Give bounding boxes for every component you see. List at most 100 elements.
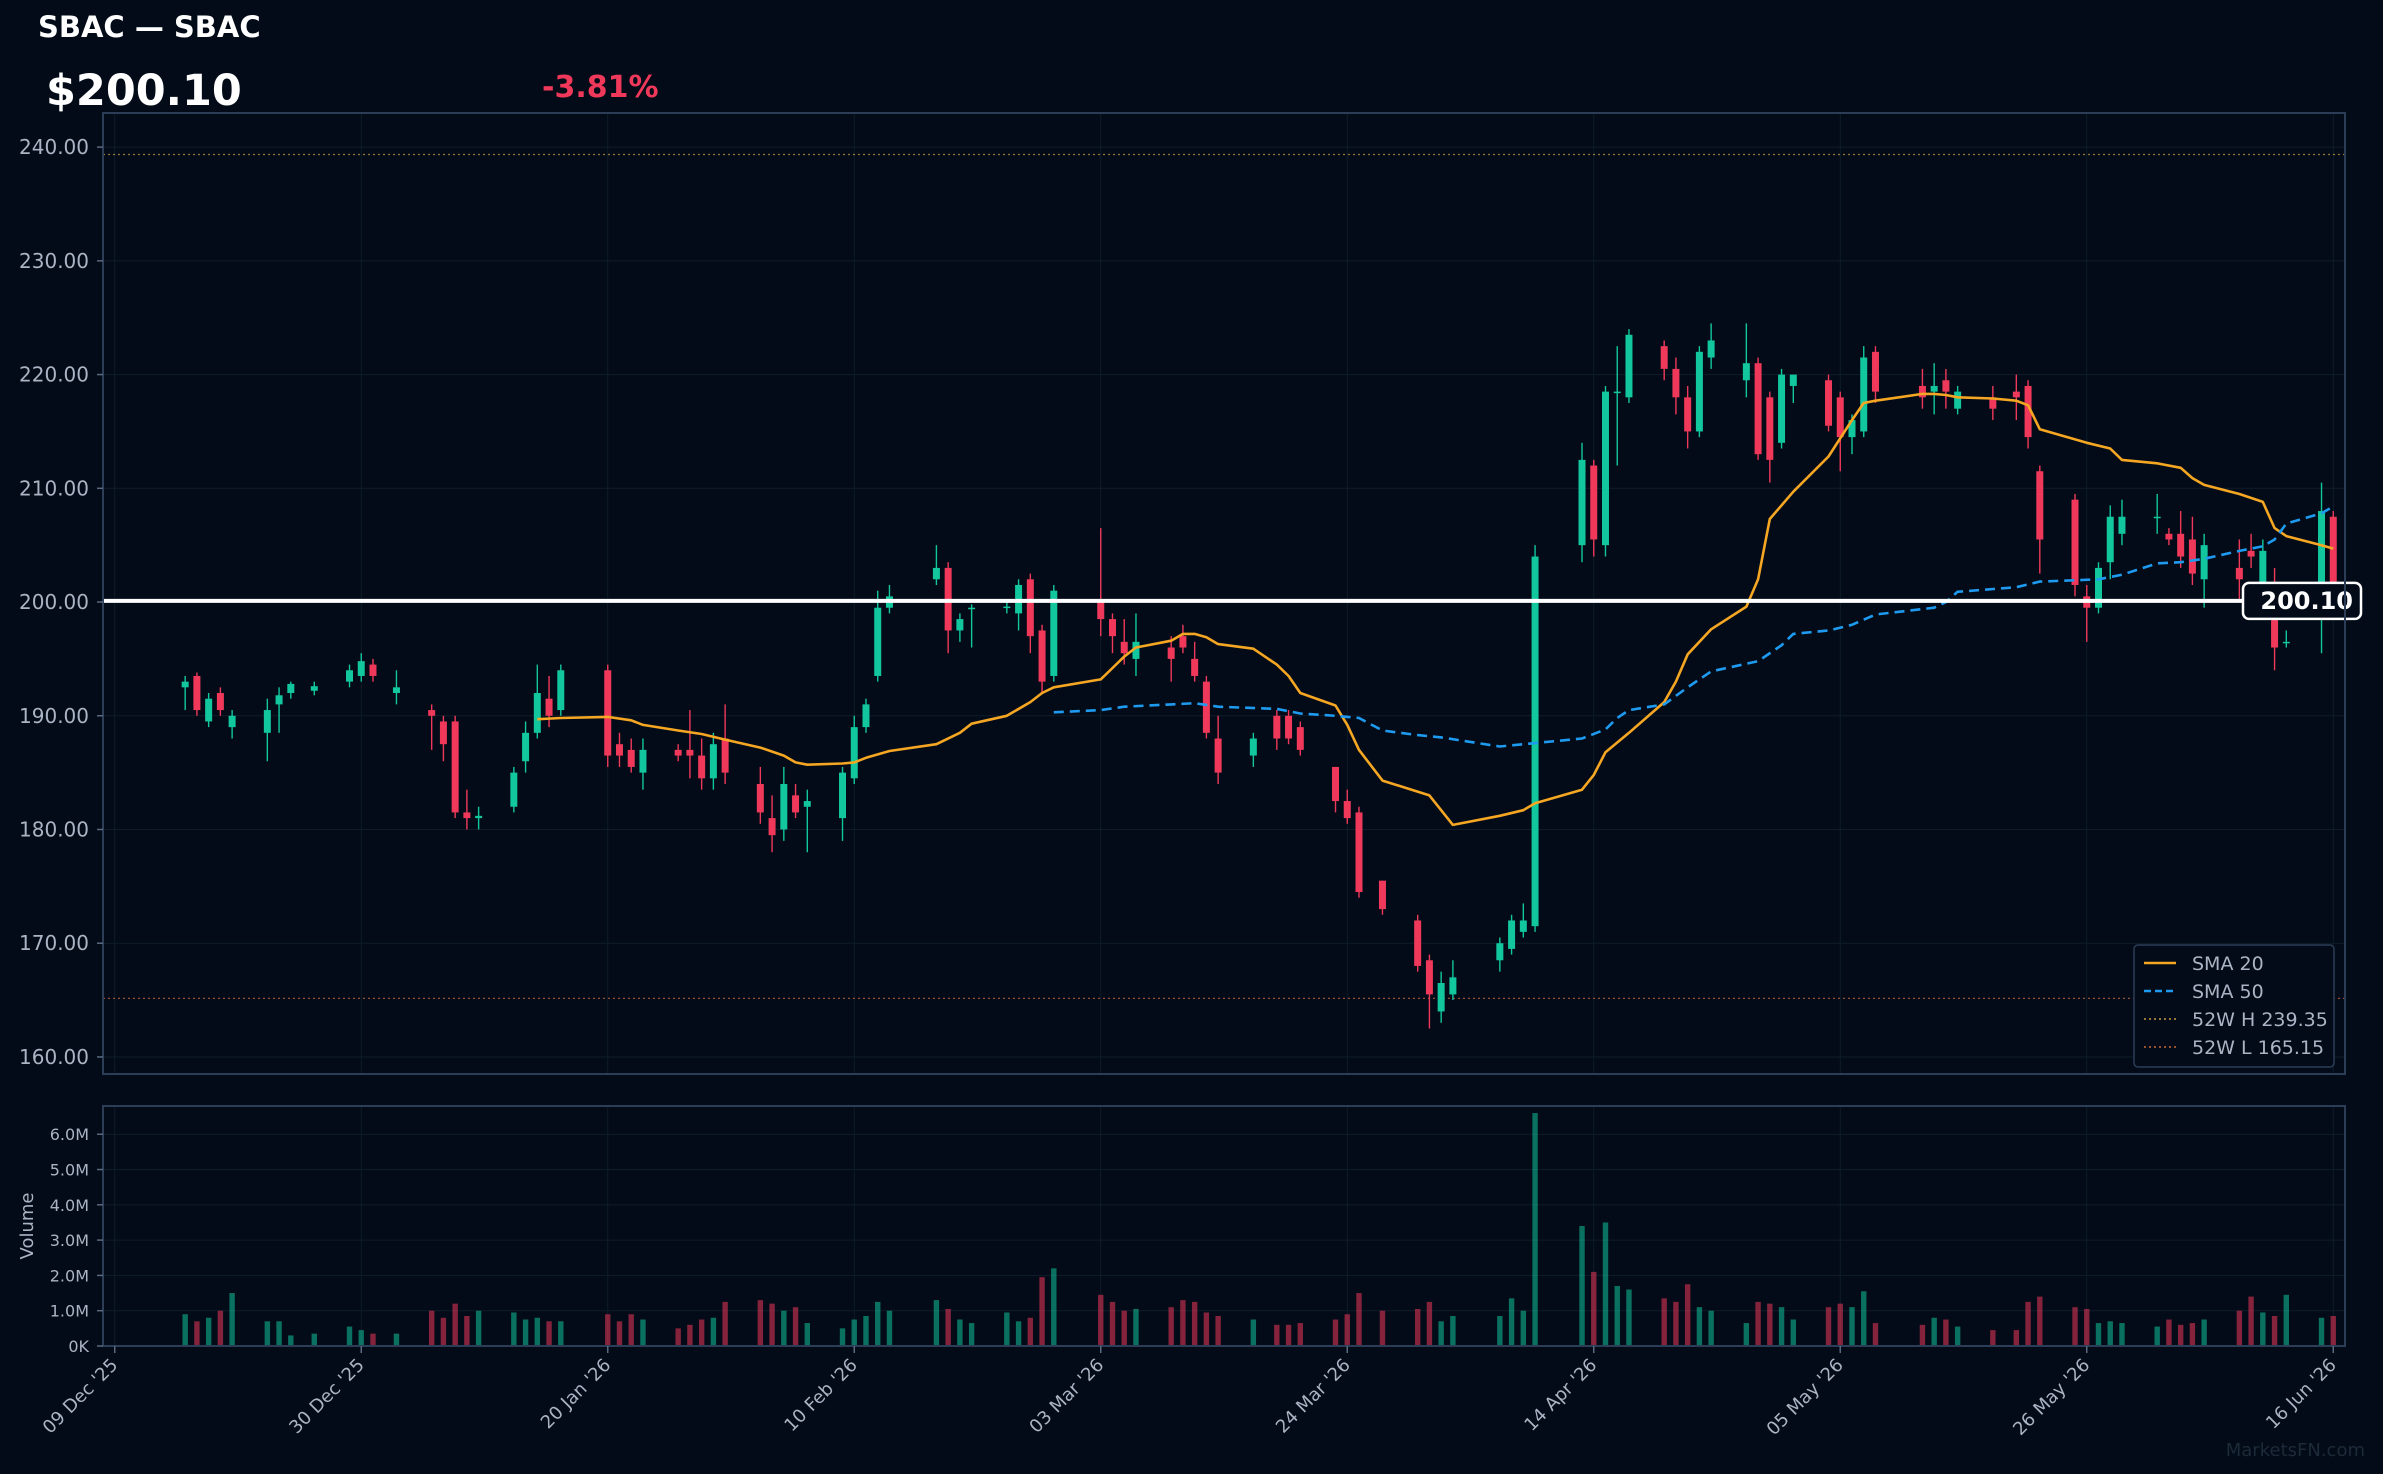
- candle-body: [1836, 397, 1844, 438]
- candle-body: [862, 704, 870, 728]
- volume-bar: [757, 1300, 764, 1346]
- last-price-tag: [2241, 581, 2363, 621]
- candle-body: [1214, 738, 1222, 773]
- chart-title: SBAC — SBAC: [38, 10, 261, 44]
- volume-bar: [1532, 1113, 1538, 1346]
- candle-body: [1038, 630, 1046, 682]
- reference-lines: [103, 153, 2345, 1000]
- volume-bar: [1579, 1226, 1585, 1346]
- volume-bar: [1180, 1300, 1186, 1346]
- volume-bar: [1591, 1271, 1597, 1346]
- candle-body: [1132, 641, 1140, 659]
- candle-body: [369, 664, 377, 676]
- price-change: -3.81%: [542, 70, 659, 105]
- candle-body: [1754, 363, 1762, 455]
- candle-body: [1613, 391, 1621, 394]
- candle-body: [756, 783, 764, 813]
- price-tick-label: 170.00: [19, 931, 89, 955]
- volume-bar: [370, 1333, 376, 1346]
- volume-bar: [863, 1316, 869, 1346]
- volume-bar: [1250, 1319, 1257, 1346]
- volume-bar: [194, 1321, 200, 1346]
- candle-body: [2247, 550, 2255, 557]
- volume-bar: [2271, 1316, 2278, 1346]
- volume-bar: [393, 1333, 400, 1346]
- candle-body: [2235, 567, 2243, 580]
- candle-body: [1378, 880, 1386, 910]
- volume-bar: [1285, 1324, 1292, 1346]
- axes: 160.00 170.00 180.00 190.00 200.00 210.00 220.…: [17, 112, 2346, 1440]
- volume-bar: [1872, 1323, 1879, 1346]
- volume-bar: [1508, 1298, 1515, 1346]
- candle-body: [1578, 459, 1586, 546]
- volume-bar: [1954, 1326, 1961, 1346]
- volume-bar: [2318, 1317, 2325, 1346]
- volume-tick-label: 1.0M: [50, 1302, 89, 1321]
- volume-panel-frame: [102, 1105, 2346, 1347]
- legend-box: [2133, 944, 2335, 1068]
- volume-bar: [1332, 1319, 1339, 1346]
- candle-body: [1343, 801, 1351, 819]
- volume-bar: [205, 1317, 212, 1346]
- volume-bar: [2236, 1310, 2243, 1346]
- candle-body: [792, 795, 800, 813]
- volume-bar: [358, 1330, 364, 1346]
- volume-bar: [1191, 1301, 1198, 1346]
- volume-tick-label: 4.0M: [50, 1196, 89, 1215]
- candle-body: [839, 772, 847, 819]
- candle-body: [686, 749, 694, 756]
- volume-bar: [1825, 1307, 1832, 1346]
- volume-bar: [605, 1314, 611, 1346]
- volume-bar: [1015, 1321, 1022, 1346]
- volume-bar: [1039, 1277, 1045, 1346]
- volume-tick-label: 0K: [68, 1337, 89, 1356]
- legend-label: 52W H 239.35: [2192, 1009, 2328, 1031]
- volume-bar: [440, 1317, 447, 1346]
- candle-body: [2012, 391, 2020, 398]
- volume-bar: [2330, 1316, 2336, 1346]
- candle-body: [2024, 385, 2032, 438]
- candle-body: [768, 818, 776, 836]
- volume-bar: [628, 1314, 634, 1346]
- volume-bar: [1743, 1323, 1750, 1346]
- volume-bar: [1414, 1308, 1421, 1346]
- candle-body: [2329, 516, 2337, 601]
- candle-body: [2200, 545, 2208, 580]
- candle-body: [228, 715, 236, 728]
- candle-body: [1425, 960, 1433, 995]
- candle-body: [1437, 983, 1445, 1012]
- candle-body: [1625, 334, 1633, 398]
- volume-bar: [522, 1319, 529, 1346]
- volume-bar: [2095, 1323, 2102, 1346]
- time-tick-label: 24 Mar '26: [1272, 1355, 1355, 1438]
- volume-bar: [1168, 1307, 1174, 1346]
- candle-body: [1108, 619, 1116, 637]
- volume-bar: [2037, 1296, 2043, 1346]
- candle-body: [2036, 471, 2044, 540]
- candle-body: [698, 755, 706, 779]
- candle-body: [2188, 539, 2196, 574]
- candle-body: [392, 687, 400, 694]
- price-tick-label: 230.00: [19, 249, 89, 273]
- volume-bar: [2107, 1321, 2113, 1346]
- candle-body: [2177, 533, 2185, 557]
- volume-bar: [1450, 1316, 1456, 1346]
- volume-bar: [546, 1321, 552, 1346]
- volume-bar: [534, 1317, 541, 1346]
- volume-bar: [1098, 1294, 1104, 1346]
- volume-bar: [1379, 1310, 1386, 1346]
- candle-body: [1285, 715, 1293, 739]
- volume-bar: [933, 1300, 940, 1346]
- volume-bar: [2260, 1312, 2266, 1346]
- volume-bar: [1778, 1307, 1785, 1346]
- candle-body: [1778, 374, 1786, 443]
- volume-bar: [1203, 1312, 1210, 1346]
- candle-body: [1414, 920, 1422, 966]
- volume-bar: [1602, 1222, 1609, 1346]
- volume-bar: [687, 1324, 693, 1346]
- time-tick-label: 20 Jan '26: [537, 1355, 615, 1433]
- time-tick-label: 10 Feb '26: [780, 1355, 861, 1436]
- volume-bar: [2283, 1294, 2290, 1346]
- candle-body: [533, 693, 541, 733]
- candle-body: [1825, 380, 1833, 426]
